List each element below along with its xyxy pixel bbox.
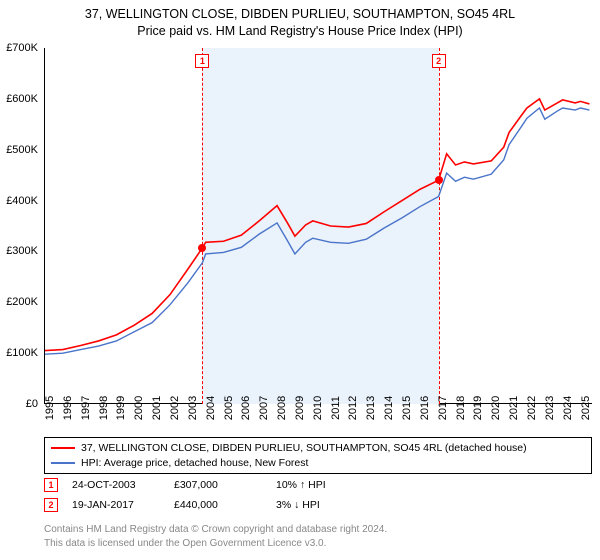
x-tick-label: 2025 — [580, 396, 592, 420]
y-tick-label: £700K — [6, 42, 38, 54]
title-line-2: Price paid vs. HM Land Registry's House … — [0, 23, 600, 40]
x-tick-label: 2017 — [437, 396, 449, 420]
title-line-1: 37, WELLINGTON CLOSE, DIBDEN PURLIEU, SO… — [0, 6, 600, 23]
x-tick-label: 2024 — [562, 396, 574, 420]
sale-row-marker-2: 2 — [44, 498, 58, 512]
x-tick-label: 2007 — [258, 396, 270, 420]
y-tick-label: £600K — [6, 93, 38, 105]
sale-date-2: 19-JAN-2017 — [72, 499, 160, 511]
sale-marker-2: 2 — [432, 54, 446, 68]
sale-marker-1: 1 — [195, 54, 209, 68]
x-tick-label: 2023 — [544, 396, 556, 420]
y-tick-label: £100K — [6, 347, 38, 359]
legend-label-2: HPI: Average price, detached house, New … — [81, 456, 308, 471]
x-tick-label: 2015 — [401, 396, 413, 420]
x-tick-label: 2002 — [169, 396, 181, 420]
x-tick-label: 2000 — [133, 396, 145, 420]
x-tick-label: 1997 — [80, 396, 92, 420]
chart-container: 37, WELLINGTON CLOSE, DIBDEN PURLIEU, SO… — [0, 0, 600, 560]
x-tick-label: 2018 — [455, 396, 467, 420]
x-tick-label: 2008 — [276, 396, 288, 420]
x-tick-label: 2001 — [151, 396, 163, 420]
sale-row-1: 1 24-OCT-2003 £307,000 10% ↑ HPI — [44, 478, 326, 492]
sale-pct-1: 10% ↑ HPI — [276, 479, 326, 491]
arrow-down-icon: ↓ — [294, 499, 299, 511]
x-tick-label: 1999 — [115, 396, 127, 420]
footnote-line-1: Contains HM Land Registry data © Crown c… — [44, 524, 387, 535]
y-tick-label: £500K — [6, 144, 38, 156]
x-tick-label: 2004 — [205, 396, 217, 420]
x-tick-label: 1998 — [98, 396, 110, 420]
sale-pct-2: 3% ↓ HPI — [276, 499, 320, 511]
x-tick-label: 2005 — [223, 396, 235, 420]
x-tick-label: 2010 — [312, 396, 324, 420]
sale-row-2: 2 19-JAN-2017 £440,000 3% ↓ HPI — [44, 498, 320, 512]
footnote-line-2: This data is licensed under the Open Gov… — [44, 538, 326, 549]
x-tick-label: 1995 — [44, 396, 56, 420]
x-tick-label: 2022 — [526, 396, 538, 420]
x-tick-label: 2021 — [508, 396, 520, 420]
x-tick-label: 2014 — [383, 396, 395, 420]
y-tick-label: £300K — [6, 245, 38, 257]
legend-row-2: HPI: Average price, detached house, New … — [51, 456, 585, 471]
sale-date-1: 24-OCT-2003 — [72, 479, 160, 491]
legend-row-1: 37, WELLINGTON CLOSE, DIBDEN PURLIEU, SO… — [51, 441, 585, 456]
y-tick-label: £0 — [26, 398, 38, 410]
legend-box: 37, WELLINGTON CLOSE, DIBDEN PURLIEU, SO… — [44, 437, 592, 474]
series-hpi — [45, 108, 589, 354]
legend-swatch-1 — [51, 447, 75, 449]
y-tick-label: £200K — [6, 296, 38, 308]
title-block: 37, WELLINGTON CLOSE, DIBDEN PURLIEU, SO… — [0, 0, 600, 42]
x-tick-label: 2019 — [472, 396, 484, 420]
legend-swatch-2 — [51, 462, 75, 464]
sale-dot-1 — [198, 244, 206, 252]
x-tick-label: 2020 — [490, 396, 502, 420]
y-tick-label: £400K — [6, 195, 38, 207]
x-tick-label: 2011 — [330, 396, 342, 420]
arrow-up-icon: ↑ — [300, 479, 305, 491]
x-tick-label: 2012 — [347, 396, 359, 420]
plot: 1 2 — [44, 48, 592, 404]
sale-row-marker-1: 1 — [44, 478, 58, 492]
x-tick-label: 2009 — [294, 396, 306, 420]
sale-price-2: £440,000 — [174, 499, 262, 511]
x-tick-label: 2006 — [240, 396, 252, 420]
chart-area: 1 2 £0£100K£200K£300K£400K£500K£600K£700… — [44, 48, 592, 404]
legend-label-1: 37, WELLINGTON CLOSE, DIBDEN PURLIEU, SO… — [81, 441, 527, 456]
series-property — [45, 99, 589, 351]
line-series-svg — [45, 48, 593, 404]
x-tick-label: 2013 — [365, 396, 377, 420]
sale-price-1: £307,000 — [174, 479, 262, 491]
x-tick-label: 1996 — [62, 396, 74, 420]
x-tick-label: 2003 — [187, 396, 199, 420]
x-tick-label: 2016 — [419, 396, 431, 420]
sale-dot-2 — [435, 176, 443, 184]
